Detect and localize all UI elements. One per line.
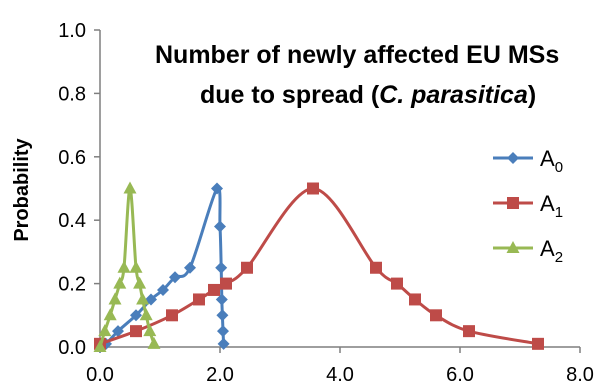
data-point-A2 — [98, 324, 112, 337]
series-A1 — [94, 182, 544, 350]
series-A2 — [93, 181, 161, 352]
data-point-A2 — [93, 340, 107, 352]
data-point-A0 — [216, 309, 229, 322]
data-point-A0 — [157, 283, 169, 296]
legend-marker — [507, 152, 519, 164]
data-point-A0 — [217, 337, 230, 350]
x-tick-label: 8.0 — [566, 364, 594, 386]
y-tick-label: 0.6 — [58, 147, 86, 169]
data-point-A1 — [307, 182, 319, 195]
data-point-A2 — [143, 324, 157, 337]
x-tick-label: 2.0 — [206, 364, 234, 386]
axes — [99, 30, 580, 348]
y-tick-label: 0.8 — [58, 83, 86, 105]
data-point-A0 — [214, 220, 226, 233]
legend-label: A1 — [540, 191, 563, 221]
data-point-A1 — [166, 309, 178, 322]
data-point-A2 — [136, 292, 150, 305]
data-point-A1 — [430, 309, 442, 322]
data-point-A2 — [133, 276, 147, 289]
data-point-A1 — [532, 337, 544, 350]
series-layer — [93, 181, 544, 353]
y-tick-label: 0.2 — [58, 274, 86, 296]
y-tick-label: 0.4 — [58, 210, 86, 232]
legend-item-A1: A1 — [493, 191, 563, 221]
data-point-A1 — [193, 293, 205, 306]
data-point-A2 — [103, 308, 117, 321]
series-A0 — [94, 182, 230, 353]
chart-title-species: C. parasitica — [379, 81, 528, 109]
data-point-A0 — [112, 325, 124, 338]
data-point-A2 — [108, 292, 122, 305]
tick-labels: 0.0 0.2 0.4 0.6 0.8 1.0 0.0 2.0 4.0 6.0 8.0 — [58, 20, 594, 386]
data-point-A2 — [129, 260, 143, 273]
data-point-A2 — [117, 260, 131, 273]
tick-marks — [94, 29, 581, 353]
chart-title-line-1: Number of newly affected EU MSs — [155, 41, 559, 69]
chart-title-part-a: due to spread ( — [200, 81, 380, 109]
data-point-A0 — [211, 182, 223, 195]
data-point-A1 — [241, 261, 253, 274]
legend-item-A0: A0 — [493, 146, 563, 176]
data-point-A0 — [215, 293, 228, 306]
legend-label: A0 — [540, 146, 563, 176]
legend-item-A2: A2 — [493, 236, 563, 266]
data-point-A2 — [139, 308, 153, 321]
data-point-A1 — [220, 277, 232, 290]
data-point-A0 — [184, 261, 196, 274]
y-tick-label: 1.0 — [58, 20, 86, 42]
data-point-A0 — [217, 325, 229, 338]
data-point-A1 — [130, 325, 142, 338]
x-tick-label: 6.0 — [446, 364, 474, 386]
legend-marker — [506, 241, 520, 253]
x-tick-label: 0.0 — [86, 364, 114, 386]
data-point-A1 — [208, 283, 220, 296]
y-axis-label: Probability — [11, 137, 33, 241]
series-line-A1 — [99, 186, 539, 346]
data-point-A2 — [113, 276, 127, 289]
x-tick-label: 4.0 — [326, 364, 354, 386]
data-point-A2 — [123, 181, 137, 194]
data-point-A1 — [391, 277, 403, 290]
chart-title-part-b: ) — [528, 81, 536, 109]
data-point-A1 — [370, 261, 382, 274]
data-point-A1 — [463, 325, 475, 338]
chart-title-line-2: due to spread (C. parasitica) — [200, 81, 536, 109]
data-point-A2 — [147, 336, 161, 349]
data-point-A1 — [409, 293, 421, 306]
data-point-A0 — [130, 309, 142, 322]
legend-marker — [507, 197, 519, 209]
legend: A0 A1 A2 — [493, 146, 563, 266]
legend-label: A2 — [540, 236, 563, 266]
data-point-A0 — [169, 271, 181, 284]
data-point-A0 — [215, 261, 228, 274]
series-line-A0 — [99, 186, 226, 349]
y-tick-label: 0.0 — [58, 337, 86, 359]
